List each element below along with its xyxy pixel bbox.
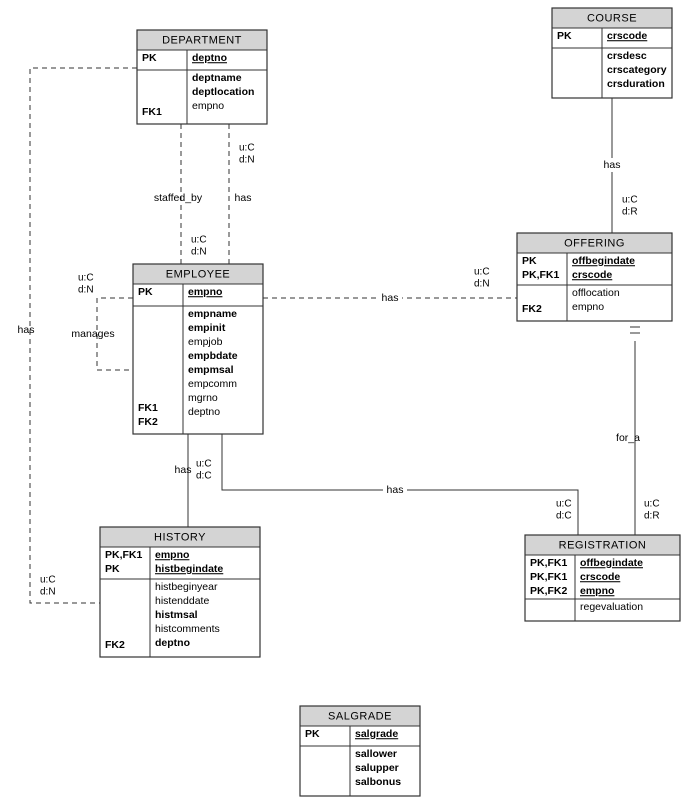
pk-label: PK,FK1 (522, 269, 560, 281)
attr: salgrade (355, 728, 398, 740)
pk-label: PK,FK1 (530, 557, 568, 569)
cardinality-label: d:R (622, 207, 638, 218)
cardinality-label: d:R (644, 511, 660, 522)
entity-employee: EMPLOYEE PK empno FK1 FK2 empname empinit empjo… (133, 264, 263, 434)
pk-label: PK,FK1 (530, 571, 568, 583)
entity-title: HISTORY (154, 531, 206, 543)
attr: sallower (355, 748, 397, 760)
attr: histcomments (155, 623, 220, 635)
pk-label: PK (105, 563, 120, 575)
attr: empname (188, 308, 237, 320)
cardinality-label: u:C (40, 575, 56, 586)
attr: deptlocation (192, 86, 254, 98)
cardinality-label: u:C (78, 273, 94, 284)
attr: mgrno (188, 392, 218, 404)
rel-label: has (18, 324, 35, 336)
rel-label: has (382, 292, 399, 304)
rel-label: has (604, 159, 621, 171)
attr: empbdate (188, 350, 238, 362)
cardinality-label: d:C (196, 471, 212, 482)
attr: offlocation (572, 287, 620, 299)
attr: offbegindate (572, 255, 635, 267)
cardinality-label: u:C (622, 195, 638, 206)
cardinality-label: u:C (556, 499, 572, 510)
cardinality-label: d:N (474, 279, 490, 290)
attr: deptno (155, 637, 190, 649)
attr: empmsal (188, 364, 234, 376)
attr: empno (188, 286, 222, 298)
pk-label: PK (142, 52, 157, 64)
entity-title: DEPARTMENT (162, 34, 242, 46)
attr: deptno (192, 52, 227, 64)
attr: deptno (188, 406, 220, 418)
attr: empinit (188, 322, 226, 334)
pk-label: PK (557, 30, 572, 42)
pk-label: PK (305, 728, 320, 740)
cardinality-label: u:C (191, 235, 207, 246)
entity-title: REGISTRATION (559, 539, 647, 551)
attr: crsdesc (607, 50, 647, 62)
entity-title: COURSE (587, 12, 637, 24)
attr: histbegindate (155, 563, 223, 575)
entity-history: HISTORY PK,FK1 PK empno histbegindate FK2 hist… (100, 527, 260, 657)
attr: histbeginyear (155, 581, 218, 593)
entity-salgrade: SALGRADE PK salgrade sallower salupper salbon… (300, 706, 420, 796)
cardinality-label: d:N (239, 155, 255, 166)
attr: crscode (580, 571, 620, 583)
attr: empno (155, 549, 189, 561)
pk-label: PK (138, 286, 153, 298)
cardinality-label: u:C (644, 499, 660, 510)
attr: histenddate (155, 595, 209, 607)
attr: empno (572, 301, 604, 313)
pk-label: PK,FK2 (530, 585, 568, 597)
attr: empjob (188, 336, 223, 348)
cardinality-label: d:C (556, 511, 572, 522)
attr: salbonus (355, 776, 401, 788)
rel-label: has (387, 484, 404, 496)
pk-label: FK2 (138, 416, 158, 428)
pk-label: FK1 (142, 106, 162, 118)
attr: empcomm (188, 378, 237, 390)
attr: empno (580, 585, 614, 597)
rel-label: manages (71, 328, 114, 340)
rel-label: has (175, 464, 192, 476)
attr: empno (192, 100, 224, 112)
pk-label: FK2 (522, 303, 542, 315)
cardinality-label: d:N (78, 285, 94, 296)
attr: offbegindate (580, 557, 643, 569)
entity-offering: OFFERING PK PK,FK1 offbegindate crscode FK2 of… (517, 233, 672, 321)
rel-label: for_a (616, 432, 640, 444)
er-diagram: staffed_byu:Cd:Nhasu:Cd:Nmanagesu:Cd:Nha… (0, 0, 690, 803)
pk-label: FK2 (105, 639, 125, 651)
cardinality-label: d:N (40, 587, 56, 598)
attr: regevaluation (580, 601, 643, 613)
rel-label: has (235, 192, 252, 204)
attr: deptname (192, 72, 242, 84)
entity-title: EMPLOYEE (166, 268, 231, 280)
cardinality-label: u:C (239, 143, 255, 154)
entity-department: DEPARTMENT PK deptno FK1 deptname deptlocatio… (137, 30, 267, 124)
entity-course: COURSE PK crscode crsdesc crscategory crsdura… (552, 8, 672, 98)
attr: histmsal (155, 609, 198, 621)
cardinality-label: d:N (191, 247, 207, 258)
cardinality-label: u:C (196, 459, 212, 470)
cardinality-label: u:C (474, 267, 490, 278)
attr: crscode (572, 269, 612, 281)
pk-label: PK (522, 255, 537, 267)
entity-registration: REGISTRATION PK,FK1 PK,FK1 PK,FK2 offbeginda… (525, 535, 680, 621)
attr: salupper (355, 762, 399, 774)
attr: crsduration (607, 78, 665, 90)
attr: crscategory (607, 64, 667, 76)
pk-label: PK,FK1 (105, 549, 143, 561)
rel-label: staffed_by (154, 192, 203, 204)
pk-label: FK1 (138, 402, 158, 414)
entity-title: OFFERING (564, 237, 625, 249)
entity-title: SALGRADE (328, 710, 392, 722)
attr: crscode (607, 30, 647, 42)
